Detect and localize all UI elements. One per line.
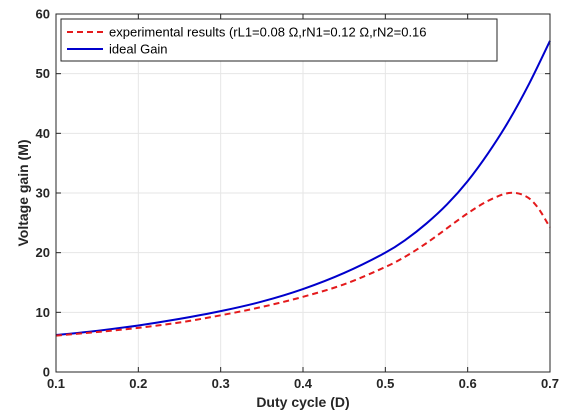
legend: experimental results (rL1=0.08 Ω,rN1=0.1… (60, 18, 498, 62)
y-tick-label: 50 (36, 66, 50, 81)
ticks: 0.1 0.2 0.3 0.4 0.5 0.6 0.7 0 10 20 30 40 50 60 (36, 7, 560, 392)
x-tick-label: 0.7 (541, 376, 559, 391)
y-tick-label: 0 (43, 365, 50, 380)
x-tick-label: 0.6 (459, 376, 477, 391)
y-tick-label: 30 (36, 186, 50, 201)
experimental-results-line (55, 191, 551, 337)
legend-label-ideal: ideal Gain (109, 42, 168, 57)
series-layer (55, 40, 551, 337)
ideal-gain-line (55, 40, 551, 337)
x-tick-label: 0.1 (47, 376, 65, 391)
y-axis-label: Voltage gain (M) (15, 139, 31, 246)
x-axis-label: Duty cycle (D) (256, 394, 349, 410)
x-tick-label: 0.3 (212, 376, 230, 391)
legend-label-experimental: experimental results (rL1=0.08 Ω,rN1=0.1… (109, 25, 427, 40)
x-tick-label: 0.2 (129, 376, 147, 391)
y-tick-label: 10 (36, 305, 50, 320)
x-tick-label: 0.5 (376, 376, 394, 391)
x-tick-label: 0.4 (294, 376, 313, 391)
y-tick-label: 60 (36, 7, 50, 22)
y-tick-label: 20 (36, 245, 50, 260)
y-tick-label: 40 (36, 126, 50, 141)
legend-box (60, 18, 498, 62)
